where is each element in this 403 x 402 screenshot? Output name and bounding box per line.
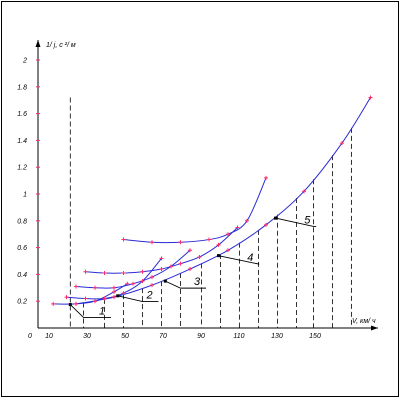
data-point [51, 301, 56, 306]
data-point [178, 261, 183, 266]
data-point [121, 237, 126, 242]
y-tick-label: 1.8 [17, 84, 27, 91]
curve-5 [123, 177, 267, 244]
y-tick-label: 0.8 [17, 218, 27, 225]
data-point [368, 95, 373, 100]
axes [35, 40, 378, 331]
x-tick-label: 90 [197, 333, 205, 340]
data-point [64, 295, 69, 300]
step-marker-leader [165, 280, 206, 289]
data-point [121, 271, 126, 276]
data-point [150, 275, 154, 280]
dashed-guides [69, 97, 352, 328]
data-point [178, 240, 183, 245]
data-point [226, 248, 230, 253]
y-tick-label: 1.2 [17, 165, 27, 172]
y-tick-label: 1.4 [17, 138, 27, 145]
data-point [131, 281, 135, 286]
data-point [121, 291, 126, 296]
step-markers: 1 2 3 4 5 [68, 214, 317, 319]
y-axis-arrow [35, 40, 41, 47]
curve-number-label: 1 [99, 306, 105, 318]
data-point [102, 271, 107, 276]
data-point [150, 283, 154, 288]
data-point [74, 301, 78, 306]
data-point [93, 285, 97, 290]
data-point [140, 279, 145, 284]
data-point [188, 248, 192, 253]
data-point [245, 218, 249, 223]
curve-number-label: 2 [146, 290, 153, 302]
step-marker-leader [218, 255, 260, 265]
data-point [264, 175, 268, 180]
curves [53, 97, 371, 305]
data-point [83, 269, 88, 274]
step-marker-leader [117, 295, 159, 302]
curve-number-label: 4 [247, 252, 253, 264]
y-tick-label: 0.4 [17, 272, 27, 279]
data-point [216, 242, 221, 247]
data-point [112, 285, 116, 290]
y-tick-label: 0.6 [17, 245, 27, 252]
data-point [188, 267, 192, 272]
step-marker-leader [69, 304, 111, 319]
data-point [159, 256, 164, 261]
x-tick-label: 110 [233, 333, 244, 340]
x-tick-label: 70 [159, 333, 167, 340]
y-tick-label: 0.2 [17, 299, 27, 306]
curve-4 [85, 227, 238, 274]
data-points [51, 95, 373, 306]
data-point [340, 141, 344, 146]
data-point [169, 264, 173, 269]
data-point [102, 296, 107, 301]
data-point [207, 237, 211, 242]
data-point [112, 295, 116, 300]
data-point [125, 281, 130, 286]
x-axis-label: V, км/ ч [352, 318, 376, 325]
x-tick-label: 30 [83, 333, 91, 340]
data-point [235, 225, 240, 230]
x-tick-label: 150 [309, 333, 321, 340]
data-point [302, 189, 306, 194]
data-point [112, 289, 116, 294]
data-point [140, 269, 145, 274]
y-tick-label: 1 [23, 192, 27, 199]
data-point [74, 284, 78, 289]
x-tick-label: 10 [45, 333, 53, 340]
x-tick-label: 50 [121, 333, 129, 340]
y-axis-label: 1/ j, c ²/ м [46, 42, 76, 49]
data-point [197, 254, 202, 259]
step-marker-leader [275, 217, 317, 227]
x-axis-arrow [371, 325, 378, 331]
data-point [83, 296, 88, 301]
y-tick-label: 2 [22, 58, 27, 65]
data-point [264, 222, 268, 227]
data-point [150, 240, 154, 245]
x-tick-label: 130 [271, 333, 283, 340]
curve-number-label: 5 [304, 214, 311, 226]
data-point [226, 232, 230, 237]
y-tick-label: 1.6 [17, 111, 27, 118]
curve-1 [53, 283, 128, 305]
data-point [93, 299, 97, 304]
tick-labels: 0.2 0.4 0.6 0.8 1 1.2 1.4 1.6 1.8 2 0 10 30 50 70 90 110… [17, 58, 321, 341]
curve-number-label: 3 [194, 276, 201, 288]
data-point [159, 267, 164, 272]
x-tick-label: 0 [28, 333, 32, 340]
